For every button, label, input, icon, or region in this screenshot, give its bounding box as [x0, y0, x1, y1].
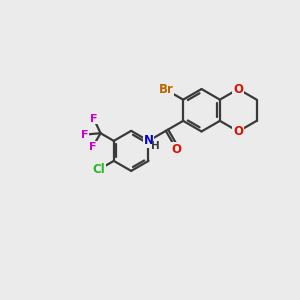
Text: O: O [233, 125, 243, 138]
Text: N: N [143, 134, 154, 147]
Text: F: F [89, 142, 96, 152]
Text: F: F [90, 113, 98, 124]
Text: H: H [151, 141, 159, 151]
Text: Cl: Cl [93, 163, 105, 176]
Text: O: O [233, 82, 243, 95]
Text: Br: Br [159, 83, 173, 96]
Text: F: F [81, 130, 88, 140]
Text: O: O [171, 143, 182, 156]
